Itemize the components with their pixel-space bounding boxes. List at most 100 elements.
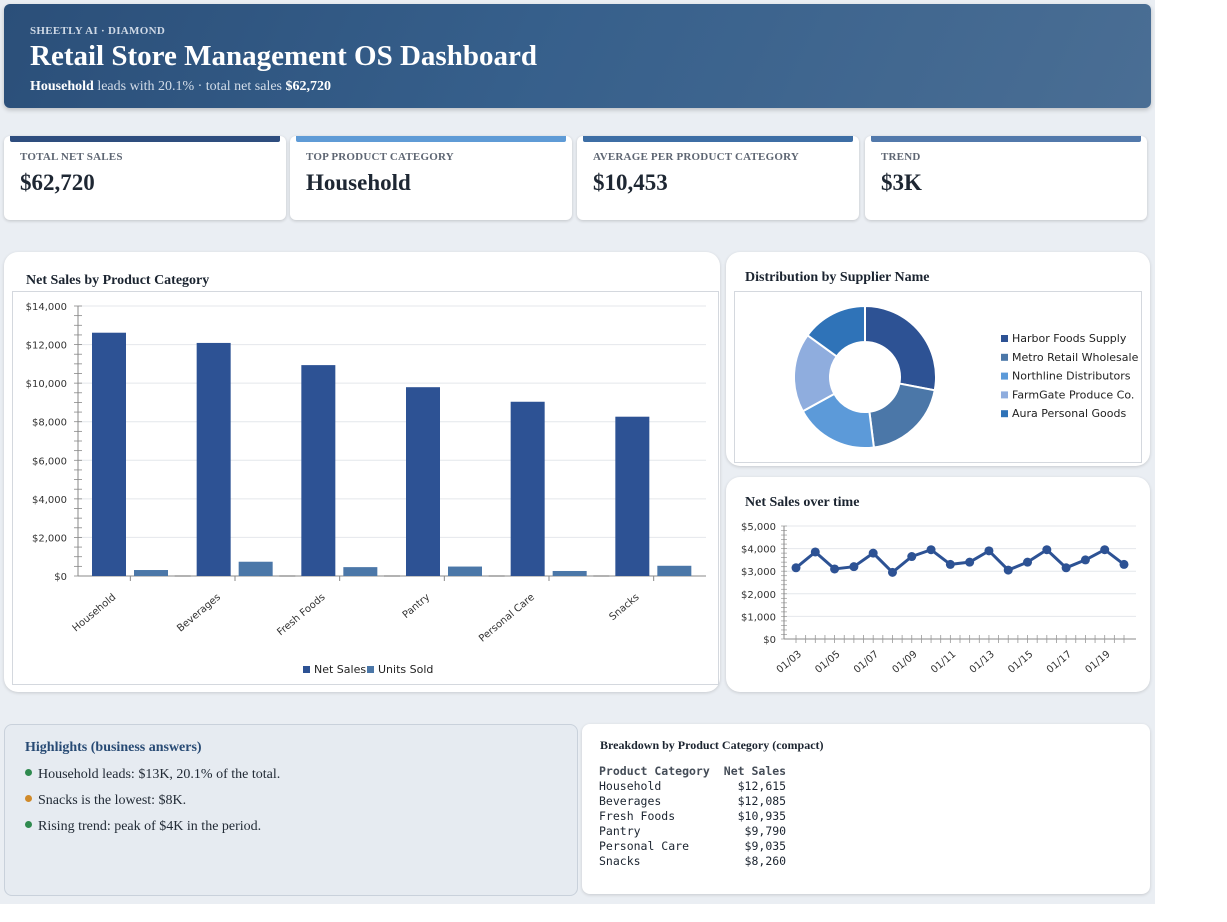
kpi-accent-bar xyxy=(10,136,280,142)
x-tick-label: Fresh Foods xyxy=(275,592,327,638)
highlight-dot-icon xyxy=(25,795,32,802)
legend-label: Harbor Foods Supply xyxy=(1012,332,1127,345)
kpi-accent-bar xyxy=(871,136,1141,142)
x-tick-label: 01/03 xyxy=(775,649,804,676)
breakdown-panel: Breakdown by Product Category (compact) … xyxy=(582,724,1150,894)
donut-slice xyxy=(806,304,866,358)
kpi-accent-bar xyxy=(583,136,853,142)
bar-units-sold xyxy=(552,570,587,576)
x-tick-label: Household xyxy=(71,592,119,634)
legend-label: Metro Retail Wholesale xyxy=(1012,351,1139,364)
bar-net-sales xyxy=(406,387,440,576)
bar-chart-card: Net Sales by Product Category $0 $2,000 $4… xyxy=(4,252,720,692)
x-tick-label: Snacks xyxy=(607,592,641,623)
data-point xyxy=(1119,559,1129,569)
bar-units-sold xyxy=(134,570,168,576)
kpi-value: $3K xyxy=(881,170,922,195)
legend-label: Northline Distributors xyxy=(1012,370,1131,383)
table-cell: $8,260 xyxy=(744,854,787,868)
table-cell: Pantry xyxy=(599,824,641,838)
table-header-row: Product Category Net Sales xyxy=(599,762,786,779)
highlight-item: Snacks is the lowest: $8K. xyxy=(25,793,280,819)
x-tick-label: 01/13 xyxy=(968,649,997,676)
kpi-card-average-per-category: AVERAGE PER PRODUCT CATEGORY $10,453 xyxy=(577,136,859,220)
kpi-label: TOTAL NET SALES xyxy=(20,151,123,163)
data-point xyxy=(1023,557,1033,567)
legend-swatch xyxy=(367,666,374,673)
table-cell: $9,035 xyxy=(744,839,787,853)
column-header: Net Sales xyxy=(723,763,787,778)
legend-swatch xyxy=(1001,335,1008,342)
bar-units-sold xyxy=(238,561,273,576)
highlight-dot-icon xyxy=(25,769,32,776)
legend-swatch xyxy=(303,666,310,673)
y-tick-label: $4,000 xyxy=(32,495,67,506)
kpi-card-trend: TREND $3K xyxy=(865,136,1147,220)
data-point xyxy=(1003,565,1013,575)
highlight-item: Household leads: $13K, 20.1% of the tota… xyxy=(25,767,280,793)
data-point xyxy=(1042,545,1052,555)
x-tick-label: 01/17 xyxy=(1045,649,1074,676)
legend-swatch xyxy=(1001,372,1008,380)
kpi-value: $62,720 xyxy=(20,170,95,195)
bar-net-sales xyxy=(196,342,231,576)
y-tick-label: $8,000 xyxy=(32,418,67,429)
data-point xyxy=(1061,563,1071,573)
table-row: Pantry $9,790 xyxy=(599,824,786,839)
x-tick-label: 01/15 xyxy=(1006,649,1035,676)
data-point xyxy=(810,547,820,557)
data-point xyxy=(849,562,859,572)
highlight-item: Rising trend: peak of $4K in the period. xyxy=(25,819,280,845)
table-row: Snacks $8,260 xyxy=(599,854,786,869)
kpi-value: $10,453 xyxy=(593,170,668,195)
kpi-value: Household xyxy=(306,170,411,195)
highlight-dot-icon xyxy=(25,821,32,828)
column-header: Product Category xyxy=(599,763,710,778)
subtitle-total: $62,720 xyxy=(285,79,332,94)
data-point xyxy=(907,552,917,562)
y-tick-label: $0 xyxy=(763,635,776,646)
line-chart-card: Net Sales over time $0 $1,000 $2,000 $3,000… xyxy=(726,477,1150,692)
y-tick-label: $5,000 xyxy=(741,522,776,533)
x-tick-label: Beverages xyxy=(175,592,223,635)
legend-label: FarmGate Produce Co. xyxy=(1012,388,1134,401)
line-chart: $0 $1,000 $2,000 $3,000 $4,000 $5,000 01/03 01/… xyxy=(741,522,1136,676)
donut-chart-card: Distribution by Supplier Name Harbor Foo… xyxy=(726,252,1150,466)
page-subtitle: Household leads with 20.1% · total net s… xyxy=(30,79,331,95)
table-cell: $12,085 xyxy=(737,794,787,808)
donut-slice xyxy=(864,304,937,392)
data-point xyxy=(791,563,801,573)
page-title: Retail Store Management OS Dashboard xyxy=(30,40,537,72)
highlight-text: Rising trend: peak of $4K in the period. xyxy=(38,819,262,834)
bar-chart-frame: $0 $2,000 $4,000 $6,000 $8,000 $10,000 $12,000… xyxy=(12,291,719,685)
table-row: Fresh Foods $10,935 xyxy=(599,809,786,824)
table-row: Personal Care $9,035 xyxy=(599,839,786,854)
highlights-panel: Highlights (business answers) Household … xyxy=(4,724,578,896)
legend-swatch xyxy=(1001,353,1008,361)
highlights-list: Household leads: $13K, 20.1% of the tota… xyxy=(25,767,280,845)
bar-units-sold xyxy=(448,566,482,576)
x-tick-label: Personal Care xyxy=(477,592,537,645)
breakdown-table: Product Category Net Sales Household $12,… xyxy=(599,762,786,869)
legend-swatch xyxy=(1001,391,1008,399)
y-tick-label: $14,000 xyxy=(26,302,67,313)
bar-net-sales xyxy=(301,365,336,576)
bar-chart-title: Net Sales by Product Category xyxy=(26,273,210,288)
x-tick-label: 01/11 xyxy=(929,649,958,676)
data-point xyxy=(887,567,897,577)
kpi-card-top-product-category: TOP PRODUCT CATEGORY Household xyxy=(290,136,572,220)
donut-chart-title: Distribution by Supplier Name xyxy=(745,270,930,285)
table-cell: $9,790 xyxy=(744,824,787,838)
donut-slice xyxy=(868,382,936,449)
data-point xyxy=(945,559,955,569)
y-tick-label: $4,000 xyxy=(741,545,776,556)
table-cell: $12,615 xyxy=(737,779,787,793)
brand-eyebrow: SHEETLY AI · DIAMOND xyxy=(30,25,166,37)
line-chart-title: Net Sales over time xyxy=(745,495,860,510)
table-row: Household $12,615 xyxy=(599,779,786,794)
bar-net-sales xyxy=(92,332,126,576)
table-cell: Fresh Foods xyxy=(599,809,676,823)
legend-label: Units Sold xyxy=(378,663,433,676)
table-cell: Beverages xyxy=(599,794,662,808)
highlight-text: Snacks is the lowest: $8K. xyxy=(38,793,187,808)
